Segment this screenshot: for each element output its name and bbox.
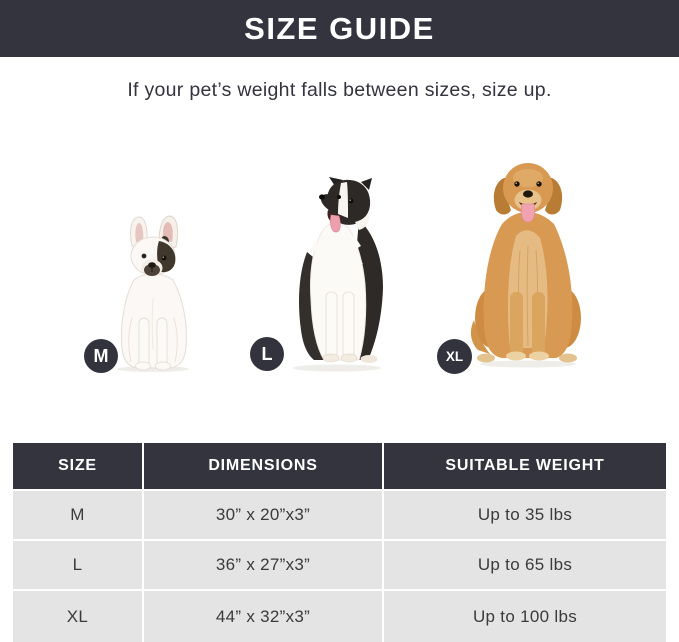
table-cell-weight-xl: Up to 100 lbs: [384, 591, 666, 642]
size-badge-xl: XL: [437, 339, 472, 374]
table-cell-weight-m: Up to 35 lbs: [384, 491, 666, 539]
size-badge-m: M: [84, 339, 118, 373]
size-badge-xl-label: XL: [445, 349, 464, 364]
golden-retriever-photo: [470, 163, 581, 368]
size-table: SIZE DIMENSIONS SUITABLE WEIGHT M 30” x …: [13, 443, 666, 642]
table-cell-dimensions-l: 36” x 27”x3”: [144, 541, 382, 589]
table-cell-weight-l: Up to 65 lbs: [384, 541, 666, 589]
table-header-dimensions: DIMENSIONS: [144, 443, 382, 489]
table-header-size: SIZE: [13, 443, 142, 489]
size-badge-l: L: [250, 337, 284, 371]
size-badge-l-label: L: [261, 343, 273, 364]
size-badge-m-label: M: [93, 345, 109, 366]
page-title: SIZE GUIDE: [244, 10, 435, 46]
table-cell-size-l: L: [13, 541, 142, 589]
table-cell-dimensions-m: 30” x 20”x3”: [144, 491, 382, 539]
size-up-note: If your pet’s weight falls between sizes…: [127, 79, 552, 101]
title-banner: SIZE GUIDE: [0, 0, 679, 57]
table-cell-dimensions-xl: 44” x 32”x3”: [144, 591, 382, 642]
table-header-suitable-weight: SUITABLE WEIGHT: [384, 443, 666, 489]
table-cell-size-m: M: [13, 491, 142, 539]
border-collie-photo: [293, 177, 383, 372]
table-cell-size-xl: XL: [13, 591, 142, 642]
french-bulldog-photo: [117, 215, 189, 372]
